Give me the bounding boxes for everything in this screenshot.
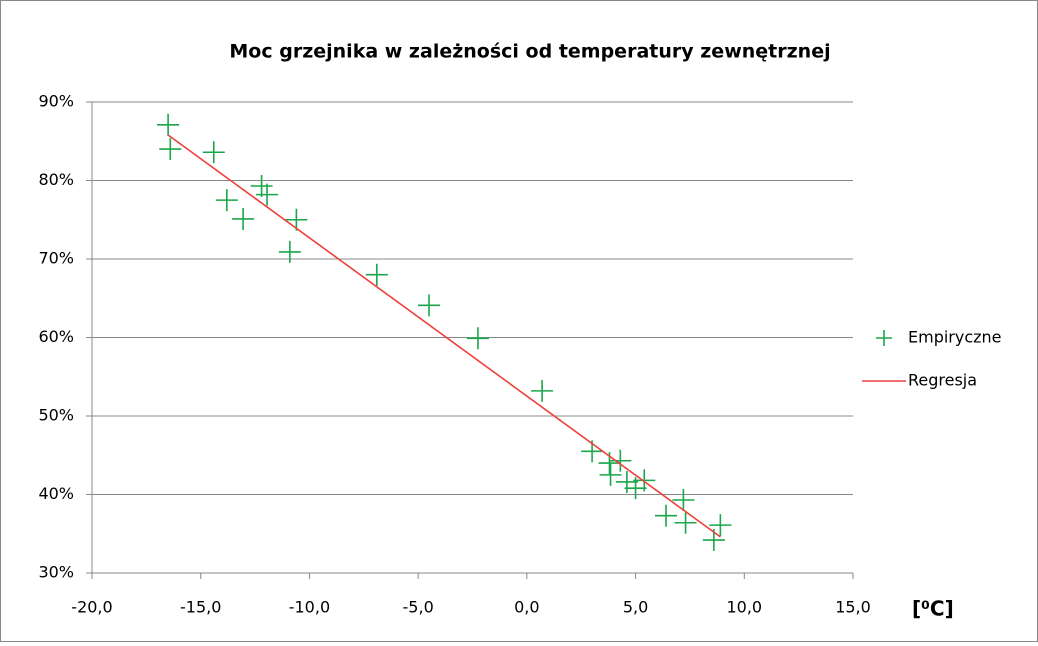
data-point bbox=[232, 207, 255, 230]
data-point bbox=[655, 504, 678, 527]
x-tick-label: 5,0 bbox=[623, 598, 648, 617]
data-point bbox=[202, 141, 225, 164]
data-point bbox=[250, 174, 273, 197]
y-tick-label: 70% bbox=[38, 249, 74, 268]
x-tick-label: 0,0 bbox=[514, 598, 539, 617]
data-point bbox=[672, 488, 695, 511]
data-point bbox=[285, 208, 308, 231]
data-point bbox=[418, 294, 441, 317]
data-point bbox=[256, 183, 279, 206]
data-point bbox=[599, 463, 622, 486]
x-tick-label: -20,0 bbox=[71, 598, 112, 617]
data-point bbox=[531, 379, 554, 402]
y-tick-label: 40% bbox=[38, 484, 74, 503]
data-point bbox=[466, 327, 489, 350]
data-point bbox=[157, 113, 180, 136]
x-tick-label: -5,0 bbox=[403, 598, 434, 617]
data-point bbox=[365, 263, 388, 286]
data-point bbox=[609, 449, 632, 472]
legend-marker bbox=[876, 330, 892, 346]
y-tick-label: 50% bbox=[38, 406, 74, 425]
x-axis-label: [⁰C] bbox=[912, 597, 954, 621]
chart-title: Moc grzejnika w zależności od temperatur… bbox=[229, 41, 830, 63]
y-tick-label: 30% bbox=[38, 563, 74, 582]
x-tick-label: 15,0 bbox=[835, 598, 871, 617]
x-tick-label: -15,0 bbox=[180, 598, 221, 617]
regression-line bbox=[167, 134, 721, 538]
data-point bbox=[278, 240, 301, 263]
data-point bbox=[709, 514, 732, 537]
data-point bbox=[159, 138, 182, 161]
data-point bbox=[674, 511, 697, 534]
x-tick-label: 10,0 bbox=[726, 598, 762, 617]
legend-label: Empiryczne bbox=[908, 328, 1002, 347]
x-tick-label: -10,0 bbox=[289, 598, 330, 617]
data-point bbox=[215, 189, 238, 212]
y-tick-label: 80% bbox=[38, 170, 74, 189]
data-point bbox=[615, 470, 638, 493]
y-tick-label: 60% bbox=[38, 327, 74, 346]
legend-label: Regresja bbox=[908, 371, 977, 390]
data-point bbox=[633, 469, 656, 492]
y-tick-label: 90% bbox=[38, 92, 74, 111]
